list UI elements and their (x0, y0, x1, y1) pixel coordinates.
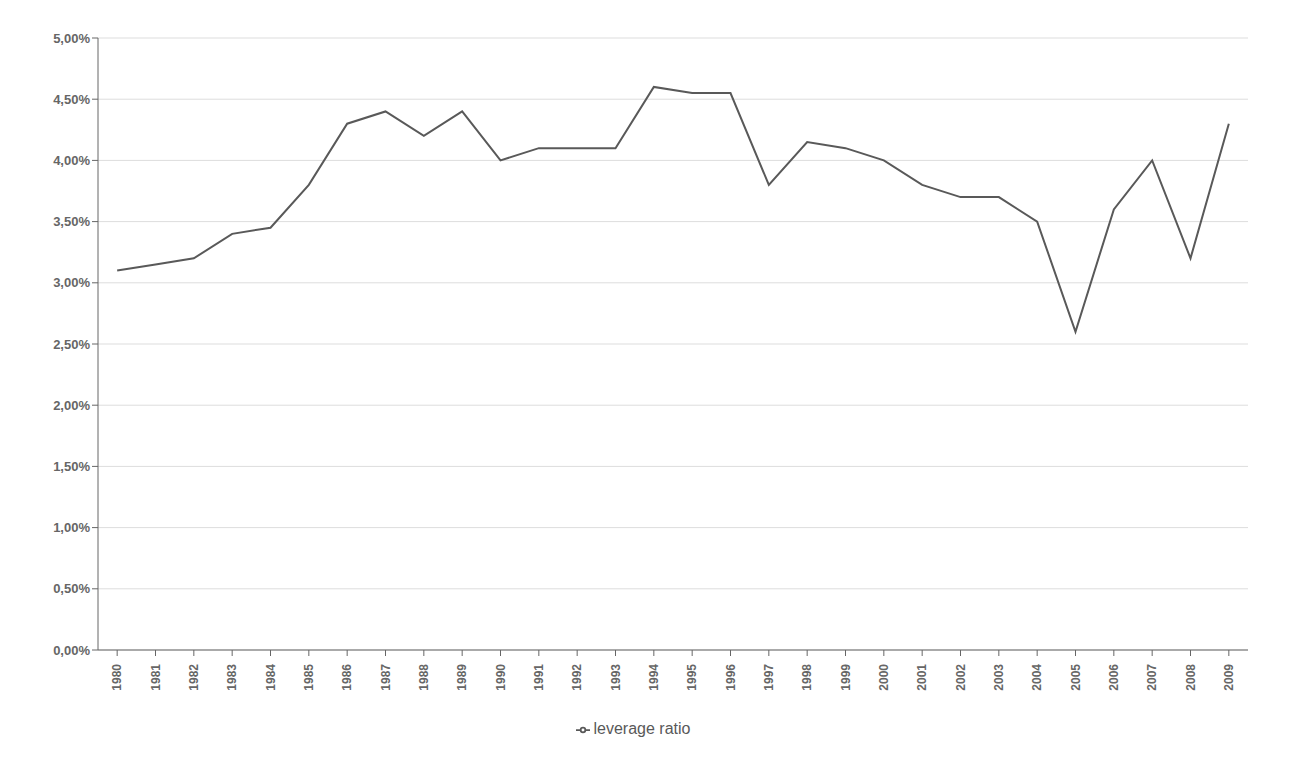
svg-text:1991: 1991 (532, 664, 546, 691)
svg-text:1997: 1997 (762, 664, 776, 691)
svg-text:3,50%: 3,50% (53, 214, 90, 229)
svg-text:1985: 1985 (302, 664, 316, 691)
svg-text:1984: 1984 (264, 664, 278, 691)
html-text:leverage ratio: leverage ratio (593, 720, 691, 737)
svg-text:0,50%: 0,50% (53, 581, 90, 596)
svg-text:1980: 1980 (110, 664, 124, 691)
svg-text:2007: 2007 (1145, 664, 1159, 691)
svg-text:5,00%: 5,00% (53, 31, 90, 46)
svg-text:1990: 1990 (494, 664, 508, 691)
svg-text:4,00%: 4,00% (53, 153, 90, 168)
svg-text:2008: 2008 (1184, 664, 1198, 691)
svg-text:2,50%: 2,50% (53, 337, 90, 352)
svg-text:1989: 1989 (455, 664, 469, 691)
svg-text:3,00%: 3,00% (53, 275, 90, 290)
svg-text:1999: 1999 (839, 664, 853, 691)
svg-text:1,50%: 1,50% (53, 459, 90, 474)
svg-text:1993: 1993 (609, 664, 623, 691)
svg-text:1998: 1998 (800, 664, 814, 691)
svg-text:1982: 1982 (187, 664, 201, 691)
svg-text:1995: 1995 (685, 664, 699, 691)
svg-text:2,00%: 2,00% (53, 398, 90, 413)
svg-text:2003: 2003 (992, 664, 1006, 691)
svg-text:1986: 1986 (340, 664, 354, 691)
svg-text:2005: 2005 (1069, 664, 1083, 691)
svg-text:2002: 2002 (954, 664, 968, 691)
svg-text:4,50%: 4,50% (53, 92, 90, 107)
svg-text:2009: 2009 (1222, 664, 1236, 691)
svg-text:1987: 1987 (379, 664, 393, 691)
svg-text:0,00%: 0,00% (53, 643, 90, 658)
svg-text:2004: 2004 (1030, 664, 1044, 691)
svg-text:2000: 2000 (877, 664, 891, 691)
svg-text:1994: 1994 (647, 664, 661, 691)
svg-text:1988: 1988 (417, 664, 431, 691)
svg-text:1,00%: 1,00% (53, 520, 90, 535)
svg-text:2006: 2006 (1107, 664, 1121, 691)
svg-text:1983: 1983 (225, 664, 239, 691)
svg-text:1996: 1996 (724, 664, 738, 691)
svg-text:1981: 1981 (149, 664, 163, 691)
svg-text:1992: 1992 (570, 664, 584, 691)
svg-text:2001: 2001 (915, 664, 929, 691)
